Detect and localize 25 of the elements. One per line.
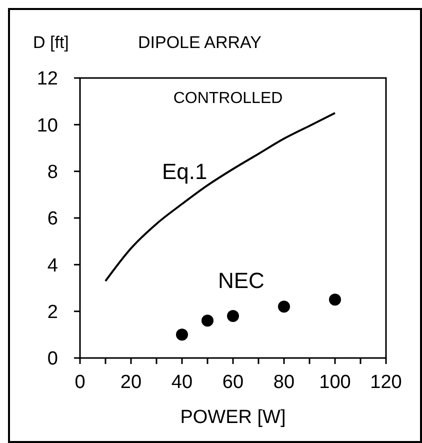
x-axis-title: POWER [W] [180, 407, 286, 428]
x-tick-label: 120 [370, 372, 402, 393]
y-tick-label: 10 [36, 115, 58, 136]
y-tick-label: 12 [36, 68, 58, 90]
x-tick-label: 0 [74, 372, 86, 393]
y-tick-label: 0 [47, 348, 58, 370]
point [329, 294, 341, 306]
annotation: CONTROLLED [173, 90, 283, 107]
y-tick-label: 8 [47, 162, 58, 183]
y-tick-label: 6 [47, 208, 58, 230]
point [227, 310, 239, 322]
y-axis-title: D [ft] [33, 33, 69, 52]
point [202, 314, 214, 327]
chart-title: DIPOLE ARRAY [138, 33, 262, 52]
x-tick-label: 80 [273, 372, 295, 393]
x-tick-label: 100 [319, 372, 351, 393]
x-tick-label: 60 [222, 372, 244, 393]
y-tick-label: 2 [47, 302, 58, 323]
point [278, 300, 290, 313]
x-tick-label: 40 [171, 372, 193, 393]
series-label: Eq.1 [162, 159, 208, 184]
point [176, 328, 188, 341]
x-tick-label: 20 [120, 372, 142, 393]
y-tick-label: 4 [47, 255, 58, 276]
series-label: NEC [218, 268, 265, 293]
